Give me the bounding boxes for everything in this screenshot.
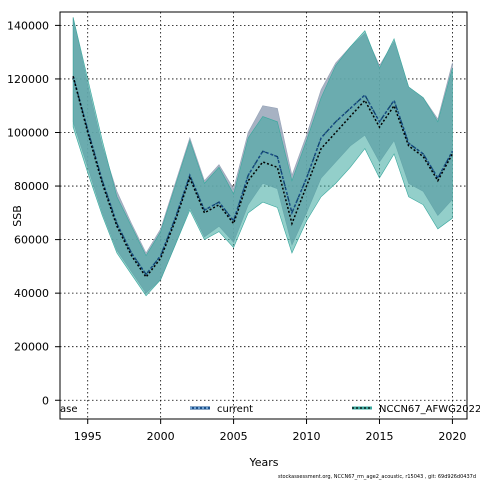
legend-label: current <box>217 404 253 415</box>
x-tick-label: 2015 <box>365 430 393 443</box>
x-tick-label: 2010 <box>293 430 321 443</box>
y-tick-label: 20000 <box>14 341 49 354</box>
plot-frame <box>59 11 468 420</box>
y-tick-label: 100000 <box>7 126 49 139</box>
y-tick-label: 120000 <box>7 73 49 86</box>
series-lines <box>72 76 454 279</box>
y-axis-label: SSB <box>11 205 24 227</box>
legend-label: ase <box>60 404 78 415</box>
axes: 1995 2000 2005 2010 2015 2020 0 20000 40000 60000… <box>7 19 466 443</box>
y-tick-label: 0 <box>42 394 49 407</box>
confidence-bands <box>72 17 453 297</box>
y-tick-label: 40000 <box>14 287 49 300</box>
x-tick-label: 2000 <box>147 430 175 443</box>
y-tick-label: 60000 <box>14 234 49 247</box>
y-tick-label: 80000 <box>14 180 49 193</box>
x-tick-label: 1995 <box>74 430 102 443</box>
confidence-band <box>72 17 453 297</box>
legend: ase current NCCN67_AFWG2022 <box>60 404 480 415</box>
y-tick-label: 140000 <box>7 19 49 32</box>
footer-note: stockassessment.org, NCCN67_rm_age2_acou… <box>278 474 476 480</box>
x-tick-label: 2005 <box>220 430 248 443</box>
series-line <box>72 76 454 279</box>
x-axis-label: Years <box>248 456 278 469</box>
x-tick-label: 2020 <box>438 430 466 443</box>
legend-label: NCCN67_AFWG2022 <box>379 404 480 415</box>
series-line <box>72 76 453 276</box>
